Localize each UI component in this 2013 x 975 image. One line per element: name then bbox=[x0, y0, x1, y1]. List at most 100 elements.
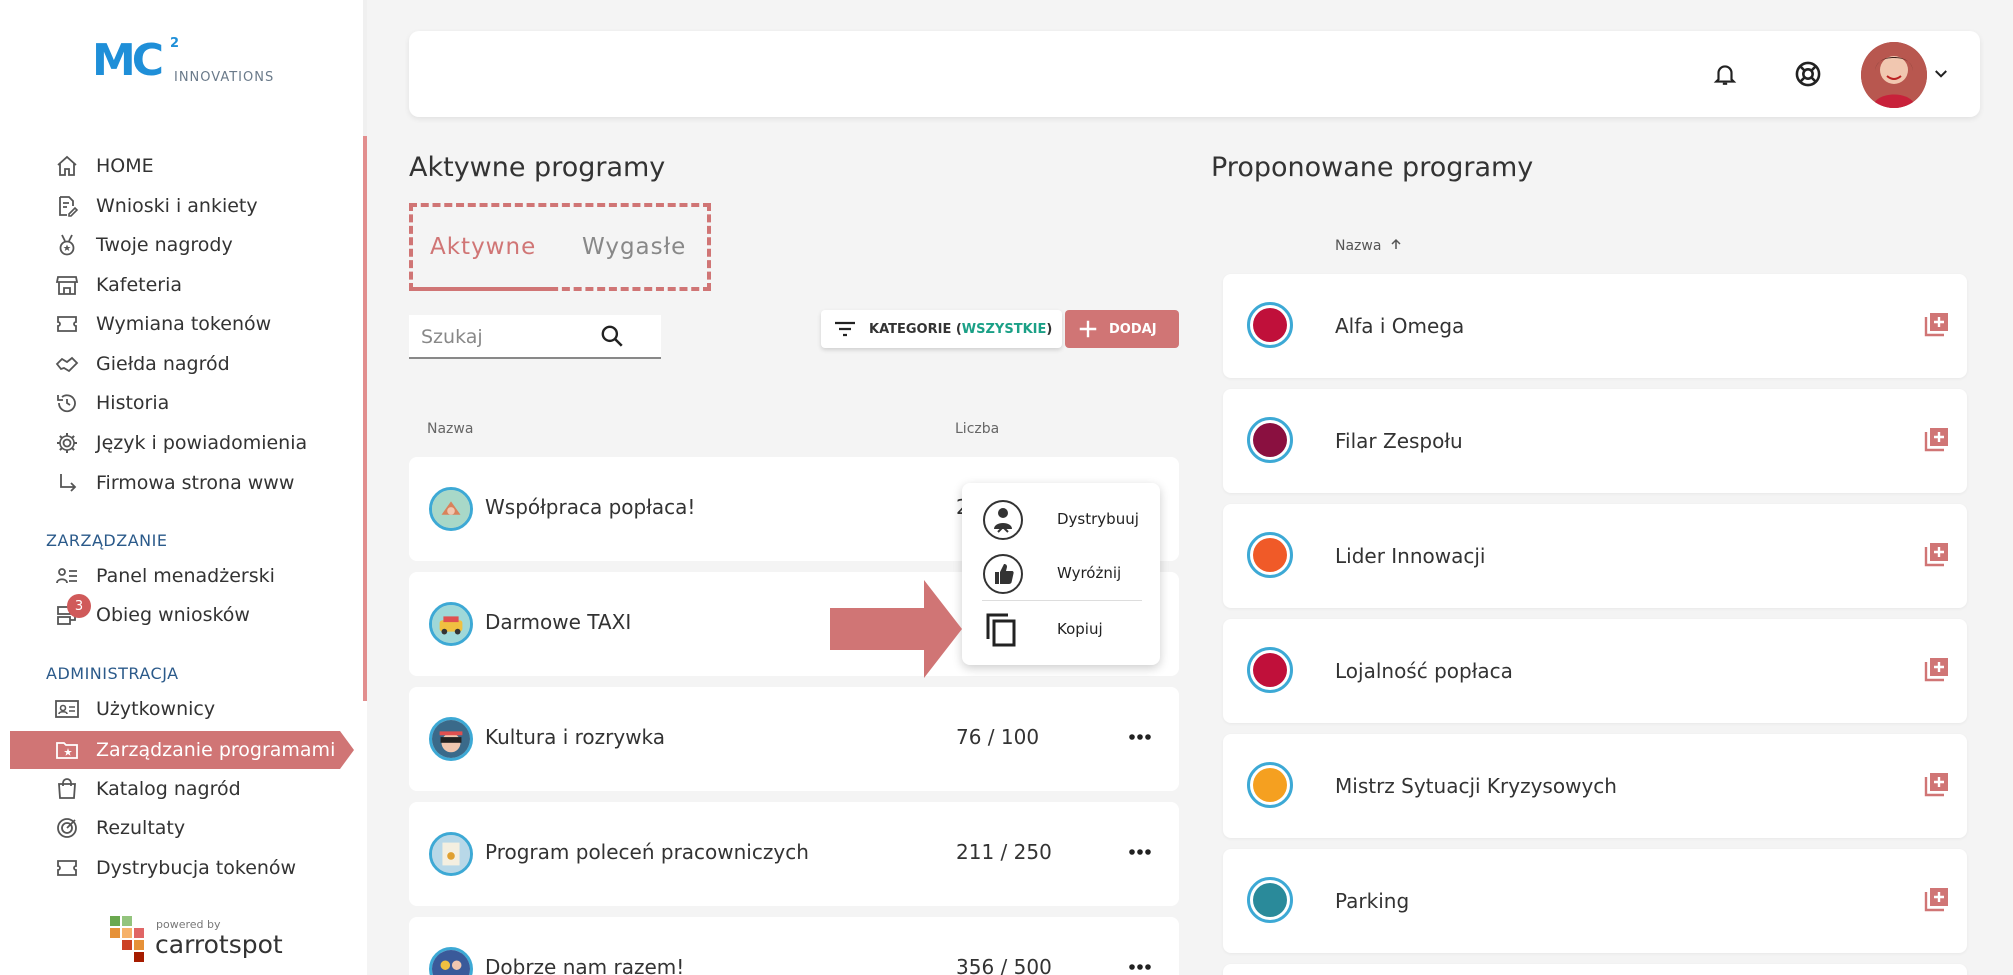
program-badge-icon bbox=[1247, 762, 1293, 808]
sidebar-item-zarzadzanie-programami[interactable]: Zarządzanie programami bbox=[52, 733, 335, 767]
more-options-button[interactable] bbox=[1120, 947, 1160, 975]
store-icon bbox=[52, 270, 82, 300]
sidebar-item-dystrybucja-tokenow[interactable]: Dystrybucja tokenów bbox=[52, 851, 296, 885]
sidebar-item-wnioski[interactable]: Wnioski i ankiety bbox=[52, 189, 258, 223]
program-name: Parking bbox=[1335, 889, 1410, 913]
logo-subtitle: INNOVATIONS bbox=[174, 70, 275, 85]
more-options-button[interactable] bbox=[1120, 717, 1160, 757]
sidebar-item-uzytkownicy[interactable]: Użytkownicy bbox=[52, 692, 215, 726]
powered-by-logo: powered by carrotspot bbox=[110, 916, 283, 964]
proposed-program-row[interactable]: Filar Zespołu bbox=[1223, 389, 1967, 493]
avatar[interactable] bbox=[1861, 42, 1927, 108]
column-header-name[interactable]: Nazwa bbox=[427, 421, 474, 437]
proposed-program-row[interactable] bbox=[1223, 964, 1967, 975]
sidebar-item-firmowa-strona[interactable]: Firmowa strona www bbox=[52, 466, 294, 500]
proposed-program-row[interactable]: Mistrz Sytuacji Kryzysowych bbox=[1223, 734, 1967, 838]
menu-item-distribute[interactable]: Dystrybuuj bbox=[962, 493, 1160, 545]
table-row[interactable]: Kultura i rozrywka 76 / 100 bbox=[409, 687, 1179, 791]
tabs-highlight-box bbox=[409, 203, 711, 291]
program-badge-icon bbox=[1247, 647, 1293, 693]
sidebar-scrollbar-track bbox=[363, 0, 367, 136]
plus-icon bbox=[1079, 320, 1097, 338]
arrow-up-icon bbox=[1391, 238, 1401, 249]
sidebar-item-rezultaty[interactable]: Rezultaty bbox=[52, 811, 185, 845]
sidebar-item-wymiana[interactable]: Wymiana tokenów bbox=[52, 307, 271, 341]
gear-icon bbox=[52, 428, 82, 458]
logo-mark: MC bbox=[92, 35, 164, 86]
sidebar-active-highlight bbox=[10, 731, 340, 769]
sidebar-item-label: Dystrybucja tokenów bbox=[96, 857, 297, 879]
distribute-icon bbox=[983, 500, 1023, 540]
sidebar-item-home[interactable]: HOME bbox=[52, 149, 154, 183]
program-icon bbox=[429, 602, 473, 646]
sidebar-item-historia[interactable]: Historia bbox=[52, 386, 169, 420]
add-program-icon[interactable] bbox=[1923, 770, 1951, 798]
sidebar-item-label: HOME bbox=[96, 155, 154, 177]
menu-item-copy[interactable]: Kopiuj bbox=[962, 603, 1160, 655]
tab-wygasle[interactable]: Wygasłe bbox=[582, 234, 687, 260]
program-badge-icon bbox=[1247, 417, 1293, 463]
tab-active-indicator bbox=[413, 287, 557, 291]
proposed-program-row[interactable]: Lider Innowacji bbox=[1223, 504, 1967, 608]
row-context-menu: Dystrybuuj Wyróżnij Kopiuj bbox=[962, 483, 1160, 665]
sidebar-item-jezyk[interactable]: Język i powiadomienia bbox=[52, 426, 307, 460]
powered-by-text: powered by bbox=[156, 918, 221, 931]
account-dropdown-button[interactable] bbox=[1926, 54, 1956, 94]
sidebar-item-katalog-nagrod[interactable]: Katalog nagród bbox=[52, 772, 241, 806]
arrow-subdirectory-icon bbox=[52, 468, 82, 498]
notification-badge: 3 bbox=[67, 594, 91, 618]
menu-item-feature[interactable]: Wyróżnij bbox=[962, 547, 1160, 599]
target-icon bbox=[52, 813, 82, 843]
sidebar-item-label: Giełda nagród bbox=[96, 353, 230, 375]
program-name: Program poleceń pracowniczych bbox=[485, 840, 809, 864]
table-row[interactable]: Dobrze nam razem! 356 / 500 bbox=[409, 917, 1179, 975]
add-program-icon[interactable] bbox=[1923, 655, 1951, 683]
lifebuoy-icon bbox=[1795, 61, 1821, 87]
sidebar: MC 2 INNOVATIONS HOME Wnioski i ankiety … bbox=[0, 0, 367, 975]
notifications-button[interactable] bbox=[1705, 54, 1745, 94]
sidebar-scrollbar-thumb[interactable] bbox=[363, 136, 367, 701]
add-program-button[interactable]: DODAJ bbox=[1065, 310, 1179, 348]
more-options-button[interactable] bbox=[1120, 832, 1160, 872]
program-icon bbox=[429, 717, 473, 761]
annotation-arrow-icon bbox=[830, 580, 962, 678]
help-button[interactable] bbox=[1788, 54, 1828, 94]
proposed-program-row[interactable]: Lojalność popłaca bbox=[1223, 619, 1967, 723]
more-horizontal-icon bbox=[1129, 734, 1151, 740]
sidebar-item-nagrody[interactable]: Twoje nagrody bbox=[52, 228, 233, 262]
company-logo[interactable]: MC 2 INNOVATIONS bbox=[92, 36, 282, 88]
column-header-count[interactable]: Liczba bbox=[955, 421, 1000, 437]
menu-item-label: Wyróżnij bbox=[1057, 564, 1122, 582]
table-row[interactable]: Program poleceń pracowniczych 211 / 250 bbox=[409, 802, 1179, 906]
search-icon[interactable] bbox=[599, 323, 625, 353]
tab-aktywne[interactable]: Aktywne bbox=[430, 234, 537, 260]
program-badge-icon bbox=[1247, 302, 1293, 348]
categories-filter-button[interactable]: KATEGORIE (WSZYSTKIE) bbox=[821, 310, 1062, 348]
program-name: Alfa i Omega bbox=[1335, 314, 1465, 338]
document-edit-icon bbox=[52, 191, 82, 221]
proposed-program-row[interactable]: Alfa i Omega bbox=[1223, 274, 1967, 378]
folder-star-icon bbox=[52, 735, 82, 765]
carrotspot-wordmark: carrotspot bbox=[155, 930, 283, 959]
user-photo-icon bbox=[1861, 42, 1927, 108]
sidebar-item-panel-menadzerski[interactable]: Panel menadżerski bbox=[52, 559, 275, 593]
sidebar-item-label: Firmowa strona www bbox=[96, 472, 295, 494]
column-header-name-sort[interactable]: Nazwa bbox=[1335, 238, 1402, 254]
id-card-icon bbox=[52, 694, 82, 724]
search-input[interactable] bbox=[421, 323, 611, 351]
program-name: Lojalność popłaca bbox=[1335, 659, 1513, 683]
ticket-icon bbox=[52, 309, 82, 339]
add-label: DODAJ bbox=[1109, 321, 1157, 337]
manager-list-icon bbox=[52, 561, 82, 591]
sidebar-item-gielda[interactable]: Giełda nagród bbox=[52, 347, 230, 381]
sidebar-item-kafeteria[interactable]: Kafeteria bbox=[52, 268, 182, 302]
add-program-icon[interactable] bbox=[1923, 885, 1951, 913]
section-heading-management: ZARZĄDZANIE bbox=[46, 531, 168, 550]
add-program-icon[interactable] bbox=[1923, 540, 1951, 568]
menu-item-label: Dystrybuuj bbox=[1057, 510, 1139, 528]
sidebar-item-label: Rezultaty bbox=[96, 817, 186, 839]
proposed-program-row[interactable]: Parking bbox=[1223, 849, 1967, 953]
sidebar-active-pointer bbox=[340, 731, 354, 769]
add-program-icon[interactable] bbox=[1923, 425, 1951, 453]
add-program-icon[interactable] bbox=[1923, 310, 1951, 338]
